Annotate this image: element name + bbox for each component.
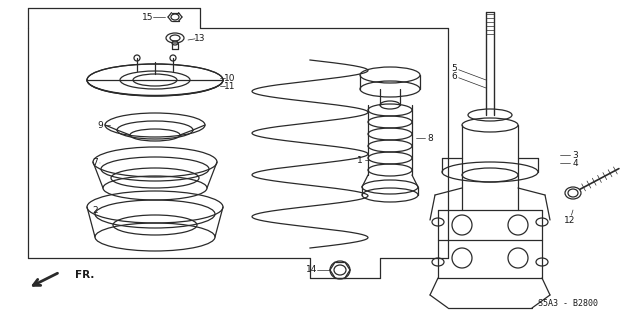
Text: 5: 5 bbox=[451, 63, 457, 73]
Text: S5A3 - B2800: S5A3 - B2800 bbox=[538, 299, 598, 308]
Text: FR.: FR. bbox=[75, 270, 94, 280]
Text: 2: 2 bbox=[92, 205, 98, 214]
Text: 13: 13 bbox=[195, 34, 205, 43]
Text: 15: 15 bbox=[142, 12, 154, 21]
Text: 14: 14 bbox=[307, 266, 317, 275]
Text: 9: 9 bbox=[97, 121, 103, 130]
Text: 12: 12 bbox=[564, 215, 576, 225]
Text: 4: 4 bbox=[572, 158, 578, 167]
Text: 11: 11 bbox=[224, 82, 236, 91]
Text: 1: 1 bbox=[357, 156, 363, 164]
Text: 10: 10 bbox=[224, 74, 236, 83]
Text: 3: 3 bbox=[572, 150, 578, 159]
Text: 8: 8 bbox=[427, 133, 433, 142]
Text: 7: 7 bbox=[92, 157, 98, 166]
Text: 6: 6 bbox=[451, 71, 457, 81]
